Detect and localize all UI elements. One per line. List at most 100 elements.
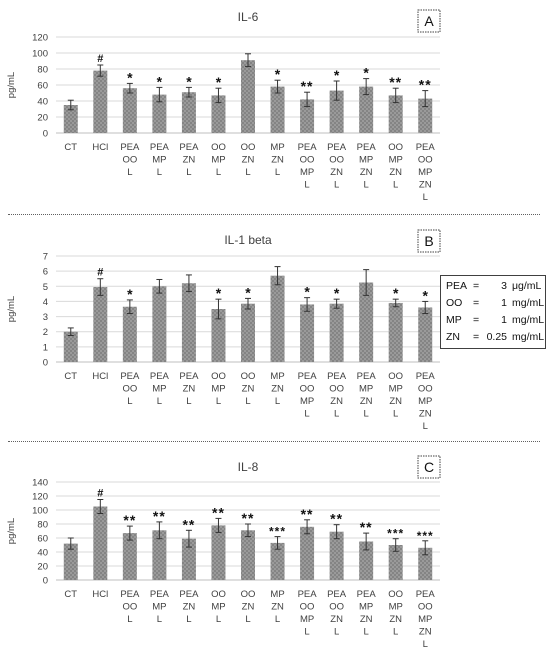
x-tick-label: MP — [152, 155, 166, 166]
x-tick-label: HCl — [92, 589, 108, 600]
x-tick-label: L — [245, 614, 250, 625]
x-tick-label: OO — [211, 589, 226, 600]
x-tick-label: OO — [329, 155, 344, 166]
x-tick-label: L — [393, 180, 398, 191]
x-tick-label: OO — [388, 371, 403, 382]
significance-label: * — [127, 286, 133, 302]
x-tick-label: L — [304, 180, 309, 191]
x-tick-label: ZN — [242, 602, 255, 613]
x-tick-label: ZN — [389, 167, 402, 178]
significance-label: * — [334, 67, 340, 83]
legend-unit: mg/mL — [512, 331, 545, 343]
panel-divider-top — [8, 214, 540, 215]
x-tick-label: MP — [389, 602, 403, 613]
x-tick-label: L — [304, 627, 309, 638]
bar — [418, 98, 433, 133]
bar — [388, 545, 403, 580]
y-tick-label: 20 — [37, 113, 48, 124]
bar — [241, 303, 255, 362]
y-tick-label: 80 — [37, 520, 48, 531]
x-tick-label: OO — [418, 155, 433, 166]
bar — [270, 542, 285, 580]
y-tick-label: 60 — [37, 81, 48, 92]
y-tick-label: 100 — [32, 506, 48, 517]
x-tick-label: MP — [389, 384, 403, 395]
x-tick-label: L — [127, 614, 132, 625]
x-tick-label: PEA — [120, 371, 140, 382]
x-tick-label: ZN — [419, 409, 432, 420]
significance-label: * — [186, 73, 192, 89]
bar — [270, 86, 285, 133]
x-tick-label: ZN — [419, 627, 432, 638]
x-tick-label: PEA — [120, 142, 140, 153]
x-tick-label: OO — [211, 142, 226, 153]
x-tick-label: HCl — [92, 142, 108, 153]
panel-label: C — [424, 459, 434, 475]
y-tick-label: 0 — [43, 576, 48, 587]
x-tick-label: L — [393, 409, 398, 420]
significance-label: * — [127, 69, 133, 85]
bar — [359, 86, 374, 133]
bar — [122, 88, 137, 133]
x-tick-label: OO — [329, 384, 344, 395]
x-tick-label: ZN — [183, 155, 196, 166]
x-tick-label: MP — [359, 602, 373, 613]
bar — [181, 538, 196, 580]
y-tick-label: 120 — [32, 33, 48, 44]
x-tick-label: L — [186, 396, 191, 407]
x-tick-label: L — [275, 167, 280, 178]
panel-label: A — [424, 13, 434, 29]
x-tick-label: PEA — [357, 589, 377, 600]
chart-title: IL-1 beta — [224, 233, 272, 247]
x-tick-label: OO — [418, 384, 433, 395]
x-tick-label: PEA — [357, 142, 377, 153]
x-tick-label: L — [186, 167, 191, 178]
x-tick-label: ZN — [271, 602, 284, 613]
significance-label: * — [157, 73, 163, 89]
x-tick-label: ZN — [360, 396, 373, 407]
x-tick-label: PEA — [327, 371, 347, 382]
x-tick-label: ZN — [330, 614, 343, 625]
x-tick-label: PEA — [120, 589, 140, 600]
x-tick-label: PEA — [416, 371, 436, 382]
bar — [211, 525, 226, 580]
x-tick-label: L — [127, 167, 132, 178]
y-tick-label: 7 — [43, 252, 48, 263]
x-tick-label: OO — [122, 384, 137, 395]
x-tick-label: L — [216, 614, 221, 625]
x-tick-label: MP — [152, 602, 166, 613]
bar — [93, 287, 108, 362]
x-tick-label: MP — [300, 167, 314, 178]
legend-equals: = — [473, 297, 480, 309]
significance-label: ** — [360, 519, 373, 535]
x-tick-label: OO — [122, 155, 137, 166]
y-tick-label: 0 — [43, 358, 48, 369]
x-tick-label: L — [157, 396, 162, 407]
x-tick-label: ZN — [271, 155, 284, 166]
x-tick-label: L — [157, 167, 162, 178]
x-tick-label: L — [245, 396, 250, 407]
legend-equals: = — [473, 280, 480, 292]
x-tick-label: MP — [418, 614, 432, 625]
x-tick-label: L — [275, 614, 280, 625]
significance-label: * — [216, 285, 222, 301]
x-tick-label: MP — [211, 155, 225, 166]
panel-il8-chart: IL-8 Cpg/mL 0 20 40 60 80 100 120 140 CT # HCl ** PEA O… — [6, 455, 441, 650]
significance-label: ** — [301, 506, 314, 522]
y-tick-label: 4 — [43, 297, 48, 308]
panel-divider-bottom — [8, 441, 540, 442]
x-tick-label: L — [216, 396, 221, 407]
x-tick-label: MP — [300, 614, 314, 625]
significance-label: ** — [389, 74, 402, 90]
bar — [418, 307, 433, 362]
x-tick-label: L — [364, 180, 369, 191]
x-tick-label: OO — [300, 155, 315, 166]
legend-unit: μg/mL — [512, 280, 542, 292]
x-tick-label: ZN — [419, 180, 432, 191]
x-tick-label: MP — [300, 396, 314, 407]
x-tick-label: MP — [270, 589, 284, 600]
bar — [329, 303, 344, 362]
bar — [359, 541, 374, 580]
x-tick-label: L — [304, 409, 309, 420]
x-tick-label: PEA — [298, 371, 318, 382]
